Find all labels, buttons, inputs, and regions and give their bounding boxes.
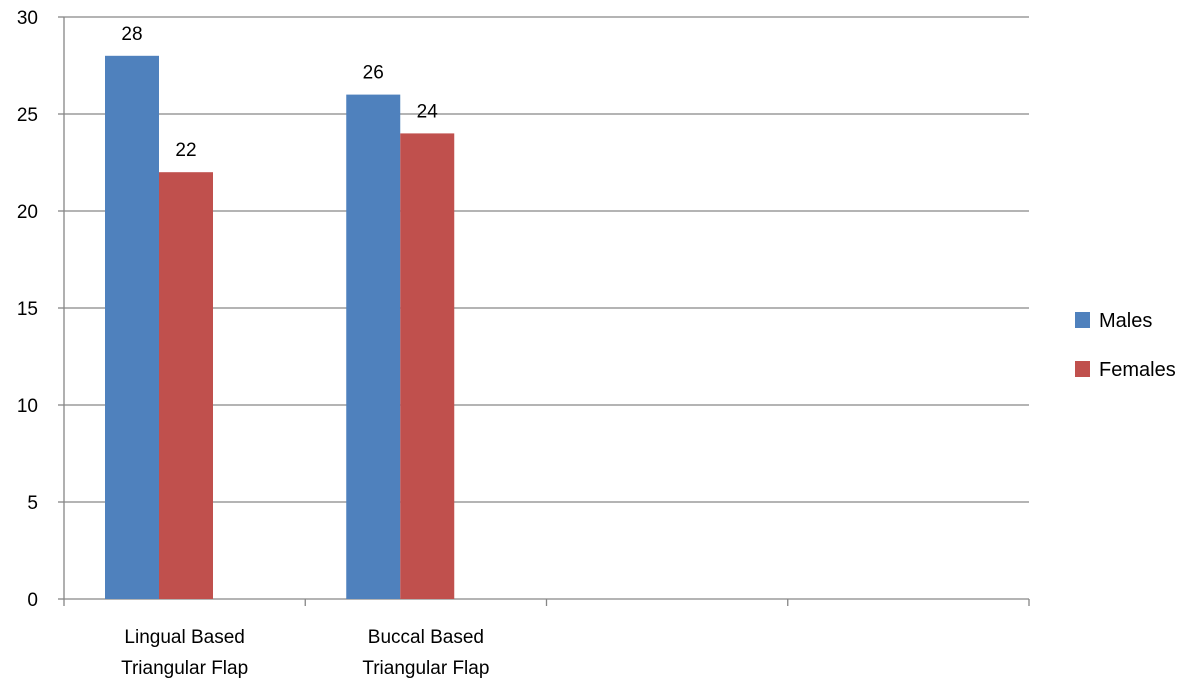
y-tick-label: 20 <box>17 202 38 223</box>
x-category-label: Lingual Based <box>124 627 244 648</box>
bars <box>105 55 455 600</box>
legend-swatch-females <box>1075 361 1090 377</box>
legend-label-females: Females <box>1099 359 1176 381</box>
data-label: 24 <box>417 101 439 122</box>
x-category-label: Triangular Flap <box>121 658 248 679</box>
axes <box>58 16 1030 606</box>
data-labels: 28 26 22 24 <box>121 24 438 161</box>
y-tick-label: 15 <box>17 299 38 320</box>
legend-label-males: Males <box>1099 310 1152 332</box>
bar-males <box>346 94 401 599</box>
data-label: 28 <box>121 24 142 45</box>
legend-swatch-males <box>1075 312 1090 328</box>
y-tick-label: 25 <box>17 105 38 126</box>
y-tick-label: 0 <box>27 590 38 611</box>
data-label: 22 <box>175 140 196 161</box>
data-label: 26 <box>363 63 384 84</box>
x-category-label: Triangular Flap <box>362 658 489 679</box>
axis-tick-labels: 0 5 10 15 20 25 30 Lingual Based Triangular Flap… <box>17 8 490 679</box>
bar-males <box>105 55 159 600</box>
y-tick-label: 5 <box>27 493 38 514</box>
bar-females <box>400 133 455 599</box>
legend: Males Females <box>1075 310 1176 381</box>
x-category-label: Buccal Based <box>368 627 484 648</box>
gridlines <box>64 16 1029 503</box>
bar-females <box>159 172 213 599</box>
y-tick-label: 10 <box>17 396 38 417</box>
y-tick-label: 30 <box>17 8 38 29</box>
